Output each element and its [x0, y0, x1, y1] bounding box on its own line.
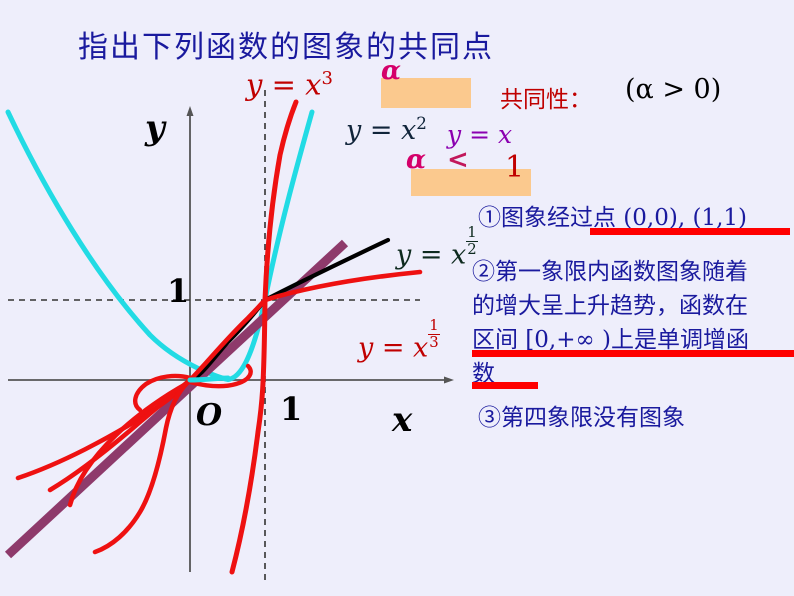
label-y-equals-x-squared: y = x2: [346, 113, 427, 146]
x-axis-label: x: [392, 400, 413, 440]
less-than-sign: <: [447, 145, 469, 175]
highlight-box-lower: [411, 169, 531, 196]
alpha-condition: (α > 0): [625, 74, 722, 105]
origin-label: O: [196, 398, 223, 433]
common-properties-heading: 共同性：: [500, 87, 592, 113]
alpha-annotation-top: α: [381, 56, 402, 86]
x-tick-one-label: 1: [280, 390, 303, 428]
curve-x-cubed-lobe-outer: [67, 381, 189, 508]
note-item-2-line-4: 数: [472, 361, 495, 387]
underline-3: [472, 382, 538, 389]
note-item-2-line-3: 区间 [0,+∞ )上是单调增函: [472, 327, 749, 353]
function-graph: [0, 60, 470, 596]
curve-red-petal-left: [133, 373, 193, 413]
curve-x-squared-hook: [187, 375, 231, 383]
y-tick-one-label: 1: [167, 272, 190, 310]
graph-svg: [4, 90, 454, 580]
notes-panel: 共同性： (α > 0) ①图象经过点 (0,0), (1,1) ②第一象限内函…: [470, 60, 794, 596]
y-axis-label: y: [145, 108, 165, 148]
curve-x-cubed: [229, 99, 299, 575]
alpha-annotation-less: α: [406, 145, 427, 175]
note-item-3: ③第四象限没有图象: [478, 405, 685, 431]
curve-red-petal-right: [187, 363, 253, 389]
highlight-box-top: [381, 78, 471, 108]
underline-1: [590, 228, 790, 235]
curve-x-cubed-lobe: [92, 379, 191, 555]
alpha-bound-one: 1: [505, 150, 525, 185]
note-item-2-line-1: ②第一象限内函数图象随着: [472, 259, 748, 285]
x-axis-arrow: [444, 376, 454, 384]
underline-2: [472, 350, 794, 357]
note-item-2-line-2: 的增大呈上升趋势，函数在: [472, 293, 748, 319]
y-axis-arrow: [186, 106, 194, 116]
label-y-equals-x-cubed: y = x3: [246, 67, 333, 102]
page-title: 指出下列函数的图象的共同点: [78, 30, 494, 65]
note-item-1: ①图象经过点 (0,0), (1,1): [478, 205, 747, 231]
label-y-equals-x: y = x: [447, 120, 513, 149]
